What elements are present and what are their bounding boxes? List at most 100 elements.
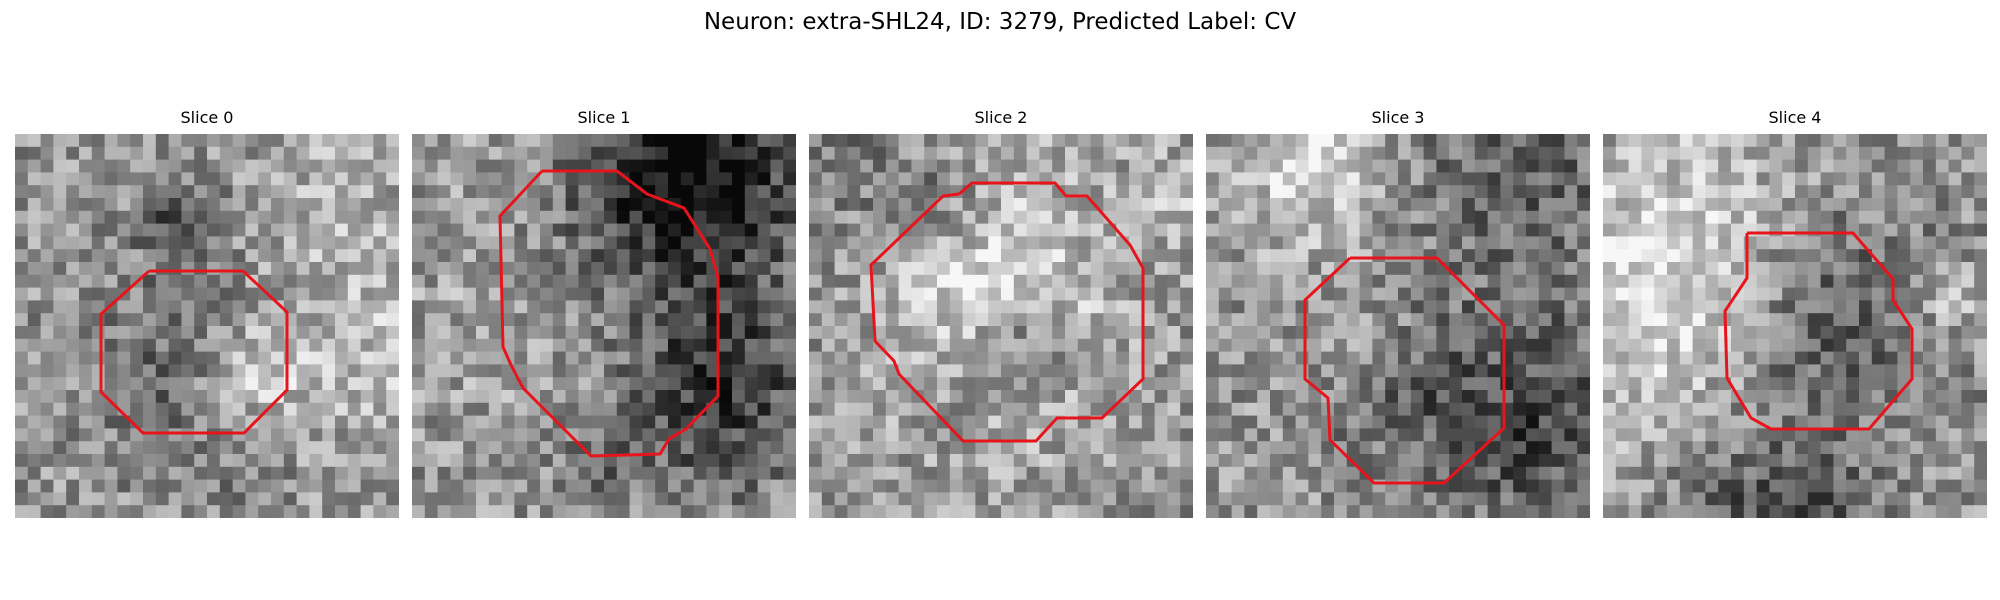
image-pixel: [1820, 492, 1834, 506]
image-pixel: [527, 274, 541, 288]
image-pixel: [834, 172, 848, 186]
image-pixel: [1321, 479, 1335, 493]
image-pixel: [1795, 364, 1809, 378]
image-pixel: [911, 236, 925, 250]
image-pixel: [335, 223, 349, 237]
image-pixel: [898, 159, 912, 173]
image-pixel: [988, 377, 1002, 391]
image-pixel: [104, 492, 118, 506]
image-pixel: [1308, 274, 1322, 288]
image-pixel: [552, 351, 566, 365]
image-pixel: [642, 262, 656, 276]
image-pixel: [1308, 492, 1322, 506]
image-pixel: [770, 492, 784, 506]
image-pixel: [1449, 402, 1463, 416]
image-pixel: [40, 390, 54, 404]
image-pixel: [975, 466, 989, 480]
image-pixel: [1206, 390, 1220, 404]
image-pixel: [911, 466, 925, 480]
image-pixel: [809, 492, 823, 506]
image-pixel: [540, 415, 554, 429]
image-pixel: [1257, 338, 1271, 352]
image-pixel: [450, 338, 464, 352]
image-pixel: [1308, 402, 1322, 416]
image-pixel: [924, 415, 938, 429]
image-pixel: [898, 479, 912, 493]
image-pixel: [616, 146, 630, 160]
image-pixel: [412, 351, 426, 365]
image-pixel: [1270, 262, 1284, 276]
image-pixel: [655, 236, 669, 250]
image-pixel: [1103, 198, 1117, 212]
image-pixel: [1282, 172, 1296, 186]
image-pixel: [386, 428, 399, 442]
image-pixel: [53, 441, 67, 455]
image-pixel: [1884, 492, 1898, 506]
image-pixel: [962, 198, 976, 212]
image-pixel: [1654, 351, 1668, 365]
image-pixel: [514, 415, 528, 429]
image-pixel: [527, 492, 541, 506]
image-pixel: [1846, 402, 1860, 416]
image-pixel: [1001, 185, 1015, 199]
image-pixel: [847, 364, 861, 378]
image-pixel: [1615, 146, 1629, 160]
image-pixel: [514, 505, 528, 518]
image-pixel: [27, 402, 41, 416]
image-pixel: [155, 223, 169, 237]
image-pixel: [1218, 262, 1232, 276]
image-pixel: [488, 428, 502, 442]
image-pixel: [514, 210, 528, 224]
image-pixel: [296, 146, 310, 160]
image-pixel: [1231, 287, 1245, 301]
image-pixel: [975, 492, 989, 506]
image-pixel: [1282, 146, 1296, 160]
image-pixel: [1282, 466, 1296, 480]
image-pixel: [1935, 428, 1949, 442]
image-pixel: [309, 146, 323, 160]
image-pixel: [1500, 441, 1514, 455]
image-pixel: [360, 326, 374, 340]
image-pixel: [412, 159, 426, 173]
image-pixel: [937, 210, 951, 224]
image-pixel: [1282, 159, 1296, 173]
image-pixel: [386, 236, 399, 250]
image-pixel: [1705, 287, 1719, 301]
image-pixel: [1449, 210, 1463, 224]
image-pixel: [655, 402, 669, 416]
image-pixel: [117, 159, 131, 173]
image-pixel: [821, 210, 835, 224]
image-pixel: [488, 351, 502, 365]
image-pixel: [1679, 326, 1693, 340]
image-pixel: [1513, 300, 1527, 314]
image-pixel: [847, 223, 861, 237]
image-pixel: [527, 300, 541, 314]
image-pixel: [194, 466, 208, 480]
image-pixel: [143, 249, 157, 263]
image-pixel: [1679, 390, 1693, 404]
image-pixel: [271, 134, 285, 148]
image-pixel: [1910, 172, 1924, 186]
image-pixel: [283, 262, 297, 276]
image-pixel: [258, 185, 272, 199]
image-pixel: [335, 236, 349, 250]
image-pixel: [91, 454, 105, 468]
image-pixel: [1641, 492, 1655, 506]
image-pixel: [360, 505, 374, 518]
image-pixel: [1782, 338, 1796, 352]
image-pixel: [680, 287, 694, 301]
image-pixel: [155, 492, 169, 506]
image-pixel: [655, 326, 669, 340]
image-pixel: [386, 223, 399, 237]
image-pixel: [1538, 351, 1552, 365]
image-pixel: [1436, 134, 1450, 148]
image-pixel: [975, 223, 989, 237]
image-pixel: [271, 274, 285, 288]
image-pixel: [668, 146, 682, 160]
image-pixel: [1013, 364, 1027, 378]
image-pixel: [642, 492, 656, 506]
image-pixel: [693, 364, 707, 378]
image-pixel: [1257, 492, 1271, 506]
image-pixel: [463, 172, 477, 186]
image-pixel: [1167, 172, 1181, 186]
